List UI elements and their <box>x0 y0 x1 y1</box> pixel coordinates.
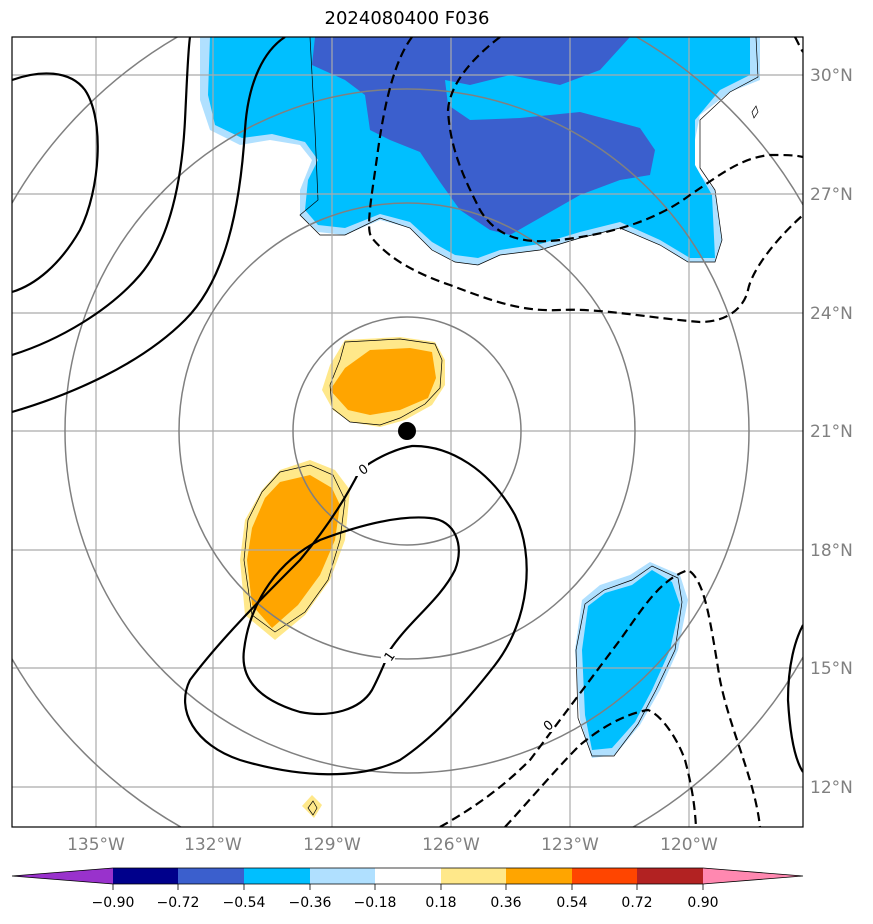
lat-label: 15°N <box>810 659 853 679</box>
solid-contours <box>12 37 803 776</box>
lon-label: 123°W <box>541 835 599 855</box>
colorbar-segment <box>310 868 375 884</box>
lat-label: 30°N <box>810 66 853 86</box>
lon-label: 120°W <box>660 835 718 855</box>
colorbar-tick-label: −0.54 <box>223 895 266 911</box>
colorbar-tick-label: 0.18 <box>425 895 456 911</box>
shade-cyan-se <box>582 570 680 750</box>
lon-label: 129°W <box>303 835 361 855</box>
colorbar-segment <box>572 868 637 884</box>
colorbar: −0.90 −0.72 −0.54 −0.36 −0.18 0.18 0.36 … <box>11 867 804 911</box>
lat-label: 27°N <box>810 185 853 205</box>
shade-yellow-small <box>302 795 322 818</box>
colorbar-tick-label: −0.90 <box>92 895 135 911</box>
lon-label: 126°W <box>422 835 480 855</box>
lon-label: 132°W <box>184 835 242 855</box>
colorbar-extend-left <box>12 868 113 884</box>
colorbar-tick-label: 0.54 <box>556 895 587 911</box>
contour-labels: 0 1 0 <box>354 462 557 735</box>
colorbar-segment <box>441 868 506 884</box>
shade-orange-upper <box>330 348 436 415</box>
lat-label: 12°N <box>810 778 853 798</box>
colorbar-segment <box>506 868 572 884</box>
colorbar-segment <box>178 868 244 884</box>
range-rings <box>12 37 803 827</box>
colorbar-tick-label: 0.36 <box>490 895 521 911</box>
colorbar-tick-label: −0.72 <box>157 895 200 911</box>
shade-blue-north <box>312 37 655 235</box>
graticule <box>12 37 803 827</box>
map-title: 2024080400 F036 <box>324 8 490 29</box>
lat-label: 24°N <box>810 304 853 324</box>
dashed-contours <box>367 37 803 827</box>
colorbar-extend-right <box>703 868 803 884</box>
plot-frame <box>11 36 804 828</box>
lon-label: 135°W <box>67 835 125 855</box>
colorbar-segment <box>637 868 703 884</box>
colorbar-tick-label: 0.72 <box>621 895 652 911</box>
lat-label: 21°N <box>810 422 853 442</box>
storm-center-marker <box>398 422 416 440</box>
colorbar-segment <box>113 868 178 884</box>
map-plot-area: 0 1 0 <box>12 37 803 827</box>
lat-label: 18°N <box>810 541 853 561</box>
colorbar-tick-label: 0.90 <box>687 895 718 911</box>
shade-outlines <box>243 37 759 816</box>
lat-axis: 30°N 27°N 24°N 21°N 18°N 15°N 12°N <box>810 66 853 798</box>
colorbar-tick-label: −0.36 <box>289 895 332 911</box>
colorbar-segment <box>375 868 441 884</box>
colorbar-segment <box>244 868 310 884</box>
lon-axis: 135°W 132°W 129°W 126°W 123°W 120°W <box>67 835 718 855</box>
colorbar-tick-label: −0.18 <box>354 895 397 911</box>
